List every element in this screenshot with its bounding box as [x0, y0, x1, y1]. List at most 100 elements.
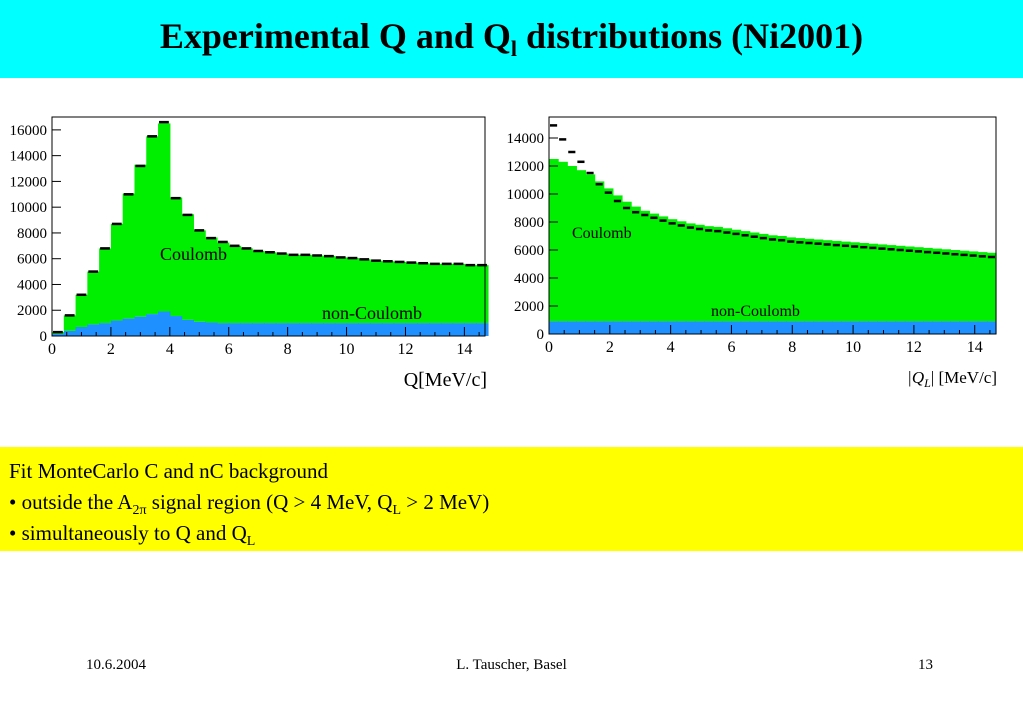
y-tick-label: 8000: [17, 226, 47, 242]
coulomb-bar: [240, 248, 253, 324]
non-coulomb-bar: [311, 323, 324, 336]
non-coulomb-label: non-Coulomb: [322, 303, 422, 323]
non-coulomb-bar: [786, 321, 796, 334]
note-3-sub: L: [246, 534, 256, 550]
non-coulomb-bar: [850, 321, 860, 334]
non-coulomb-bar: [181, 319, 194, 336]
coulomb-bar: [704, 226, 714, 322]
non-coulomb-bar: [740, 321, 751, 334]
y-tick-label: 14000: [10, 149, 48, 165]
coulomb-bar: [895, 245, 906, 322]
non-coulomb-bar: [122, 318, 136, 336]
footer-author: L. Tauscher, Basel: [456, 657, 567, 673]
coulomb-bar: [986, 252, 997, 322]
note-simultaneous: • simultaneously to Q and QL: [9, 520, 255, 555]
coulomb-bar: [452, 263, 465, 324]
coulomb-bar: [169, 197, 183, 317]
x-tick-label: 12: [906, 339, 922, 356]
non-coulomb-bar: [603, 321, 614, 334]
coulomb-bar: [676, 221, 687, 322]
non-coulomb-bar: [134, 316, 147, 336]
coulomb-bar: [75, 294, 88, 327]
non-coulomb-bar: [822, 321, 833, 334]
non-coulomb-bar: [452, 323, 465, 336]
non-coulomb-bar: [549, 321, 559, 334]
non-coulomb-bar: [795, 321, 806, 334]
note-signal-region: • outside the A2π signal region (Q > 4 M…: [9, 489, 489, 524]
coulomb-bar: [640, 210, 650, 322]
x-label-sub: L: [923, 376, 931, 390]
coulomb-bar: [322, 256, 336, 324]
non-coulomb-bar: [749, 321, 760, 334]
coulomb-bar: [713, 226, 723, 322]
coulomb-bar: [612, 195, 623, 322]
non-coulomb-bar: [621, 321, 632, 334]
coulomb-bar: [228, 245, 242, 324]
non-coulomb-bar: [381, 323, 395, 336]
x-tick-label: 6: [225, 341, 233, 358]
title-bar: Experimental Q and Ql distributions (Ni2…: [0, 0, 1023, 78]
non-coulomb-bar: [959, 321, 970, 334]
x-tick-label: 0: [48, 341, 56, 358]
y-tick-label: 2000: [514, 299, 544, 315]
non-coulomb-bar: [405, 323, 418, 336]
x-tick-label: 4: [667, 339, 675, 356]
non-coulomb-bar: [558, 321, 568, 334]
non-coulomb-bar: [264, 323, 277, 336]
slide-title: Experimental Q and Ql distributions (Ni2…: [0, 14, 1023, 71]
coulomb-bar: [740, 231, 751, 322]
non-coulomb-bar: [346, 323, 359, 336]
coulomb-bar: [87, 271, 100, 325]
non-coulomb-bar: [594, 321, 605, 334]
y-tick-label: 14000: [507, 131, 545, 147]
non-coulomb-bar: [722, 321, 733, 334]
non-coulomb-bar: [87, 324, 100, 336]
coulomb-bar: [429, 263, 442, 324]
y-tick-label: 6000: [514, 243, 544, 259]
non-coulomb-bar: [476, 323, 489, 336]
title-rest: distributions (Ni2001): [517, 16, 864, 56]
coulomb-bar: [685, 223, 696, 322]
note-2-end: > 2 MeV): [401, 490, 490, 514]
footer-page-number: 13: [918, 657, 933, 673]
y-tick-label: 16000: [10, 123, 48, 139]
coulomb-bar: [252, 250, 265, 324]
coulomb-bar: [813, 239, 824, 322]
non-coulomb-bar: [813, 321, 824, 334]
non-coulomb-bar: [228, 323, 242, 336]
y-tick-label: 0: [40, 329, 48, 345]
non-coulomb-bar: [676, 321, 687, 334]
x-tick-label: 2: [606, 339, 614, 356]
coulomb-bar: [658, 216, 669, 322]
coulomb-bar: [567, 166, 577, 322]
coulomb-bar: [968, 251, 979, 322]
y-tick-label: 8000: [514, 215, 544, 231]
coulomb-bar: [146, 136, 159, 315]
coulomb-bar: [694, 224, 705, 322]
non-coulomb-bar: [567, 321, 577, 334]
y-tick-label: 0: [537, 327, 545, 343]
coulomb-bar: [311, 255, 324, 324]
title-subscript: l: [510, 36, 518, 62]
title-main: Experimental Q and Q: [159, 16, 511, 56]
coulomb-bar: [205, 237, 218, 323]
non-coulomb-bar: [895, 321, 906, 334]
coulomb-bar: [777, 236, 787, 322]
coulomb-bar: [346, 258, 359, 324]
coulomb-bar: [850, 242, 860, 322]
coulomb-bar: [822, 240, 833, 322]
non-coulomb-bar: [904, 321, 915, 334]
non-coulomb-bar: [440, 323, 454, 336]
coulomb-bar: [731, 229, 742, 322]
coulomb-bar: [932, 248, 942, 322]
non-coulomb-bar: [658, 321, 669, 334]
non-coulomb-bar: [287, 323, 301, 336]
coulomb-bar: [110, 223, 124, 321]
coulomb-bar: [722, 228, 733, 322]
non-coulomb-bar: [464, 323, 477, 336]
coulomb-bar: [868, 243, 879, 322]
ql-distribution-chart: 0 2 4 6 8 10 12 14 0 2000 4000 6000 8000 10000 12000 14…: [495, 108, 1015, 398]
non-coulomb-bar: [612, 321, 623, 334]
non-coulomb-bar: [75, 326, 88, 336]
non-coulomb-bar: [322, 323, 336, 336]
